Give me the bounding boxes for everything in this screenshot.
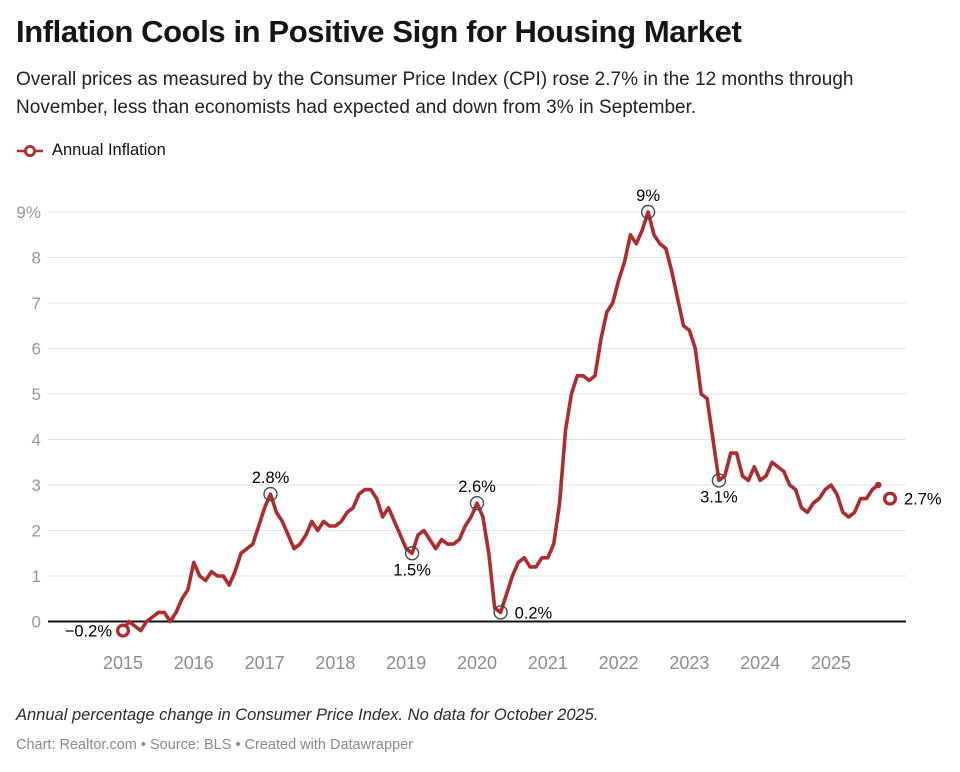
annotation-label: −0.2% [65,623,113,641]
line-circle-legend-icon [17,144,43,157]
chart-title: Inflation Cools in Positive Sign for Hou… [16,14,742,49]
annotation-label: 1.5% [393,561,431,579]
annotation-label: 2.6% [458,478,496,496]
highlight-point-marker [115,623,131,638]
chart-credit: Chart: Realtor.com • Source: BLS • Creat… [16,737,413,753]
y-axis-label: 3 [32,476,41,495]
annotation-ring-marker [263,486,278,502]
x-axis-label: 2024 [740,653,780,673]
x-axis-label: 2015 [103,653,143,673]
y-axis-label: 2 [32,522,41,541]
annotation-label: 0.2% [515,604,553,622]
x-axis-label: 2025 [811,653,851,673]
y-axis-label: 4 [32,431,41,450]
annotation-ring-marker [640,204,656,220]
annotation-label: 3.1% [700,488,738,506]
annotation-ring-marker [493,605,508,620]
chart-subtitle: Overall prices as measured by the Consum… [16,69,854,118]
y-axis-label: 0 [32,613,41,632]
legend-label: Annual Inflation [52,141,166,159]
y-axis-label: 7 [32,294,41,313]
x-axis-label: 2017 [245,653,285,673]
x-axis-label: 2020 [457,653,497,673]
y-axis-label: 5 [32,385,41,404]
y-axis-label: 9% [16,203,41,222]
y-axis-label: 1 [32,567,41,586]
y-axis-label: 8 [32,249,41,268]
x-axis-label: 2018 [315,653,355,673]
x-axis-label: 2022 [599,653,639,673]
inflation-line [123,212,890,631]
annotation-ring-marker [711,473,727,488]
chart-footnote: Annual percentage change in Consumer Pri… [16,706,599,724]
x-axis-label: 2023 [669,653,709,673]
annotation-label: 9% [636,187,660,205]
inflation-line-chart: 9% 8 7 6 5 4 3 2 1 0 2015 2016 2017 2018 2019 2020 2021 2… [16,187,942,673]
x-axis-label: 2016 [174,653,214,673]
annotation-label: 2.7% [904,491,942,509]
x-axis-label: 2019 [386,653,426,673]
annotation-ring-marker [469,496,485,511]
legend: Annual Inflation [16,141,166,160]
line-end-dot [874,481,882,489]
highlight-point-marker [882,491,898,506]
annotation-label: 2.8% [252,469,290,487]
x-axis-label: 2021 [528,653,568,673]
y-axis-label: 6 [32,340,41,359]
annotation-ring-marker [404,546,420,561]
